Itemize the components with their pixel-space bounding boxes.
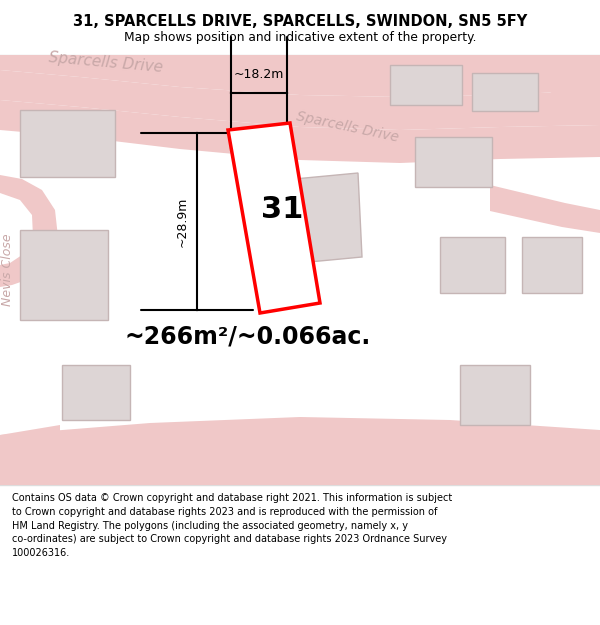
Polygon shape bbox=[20, 230, 108, 320]
Polygon shape bbox=[0, 417, 600, 485]
Text: ~28.9m: ~28.9m bbox=[176, 196, 188, 247]
Text: Contains OS data © Crown copyright and database right 2021. This information is : Contains OS data © Crown copyright and d… bbox=[12, 493, 452, 558]
Text: ~18.2m: ~18.2m bbox=[234, 69, 284, 81]
Polygon shape bbox=[538, 55, 600, 125]
Polygon shape bbox=[0, 425, 60, 455]
Polygon shape bbox=[0, 175, 58, 287]
Text: 31: 31 bbox=[261, 196, 303, 224]
Text: Nevis Close: Nevis Close bbox=[1, 234, 14, 306]
Polygon shape bbox=[522, 237, 582, 293]
Polygon shape bbox=[472, 73, 538, 111]
Polygon shape bbox=[390, 65, 462, 105]
Polygon shape bbox=[0, 100, 600, 163]
Polygon shape bbox=[440, 237, 505, 293]
Polygon shape bbox=[0, 55, 600, 97]
Polygon shape bbox=[62, 365, 130, 420]
Text: Sparcells Drive: Sparcells Drive bbox=[295, 109, 400, 144]
Text: ~266m²/~0.066ac.: ~266m²/~0.066ac. bbox=[125, 325, 371, 349]
Polygon shape bbox=[490, 185, 600, 233]
Polygon shape bbox=[0, 70, 600, 130]
Polygon shape bbox=[252, 173, 362, 267]
Polygon shape bbox=[460, 365, 530, 425]
Polygon shape bbox=[20, 110, 115, 177]
Polygon shape bbox=[415, 137, 492, 187]
Text: Map shows position and indicative extent of the property.: Map shows position and indicative extent… bbox=[124, 31, 476, 44]
Text: Sparcells Drive: Sparcells Drive bbox=[48, 51, 163, 76]
Text: 31, SPARCELLS DRIVE, SPARCELLS, SWINDON, SN5 5FY: 31, SPARCELLS DRIVE, SPARCELLS, SWINDON,… bbox=[73, 14, 527, 29]
Polygon shape bbox=[228, 123, 320, 313]
